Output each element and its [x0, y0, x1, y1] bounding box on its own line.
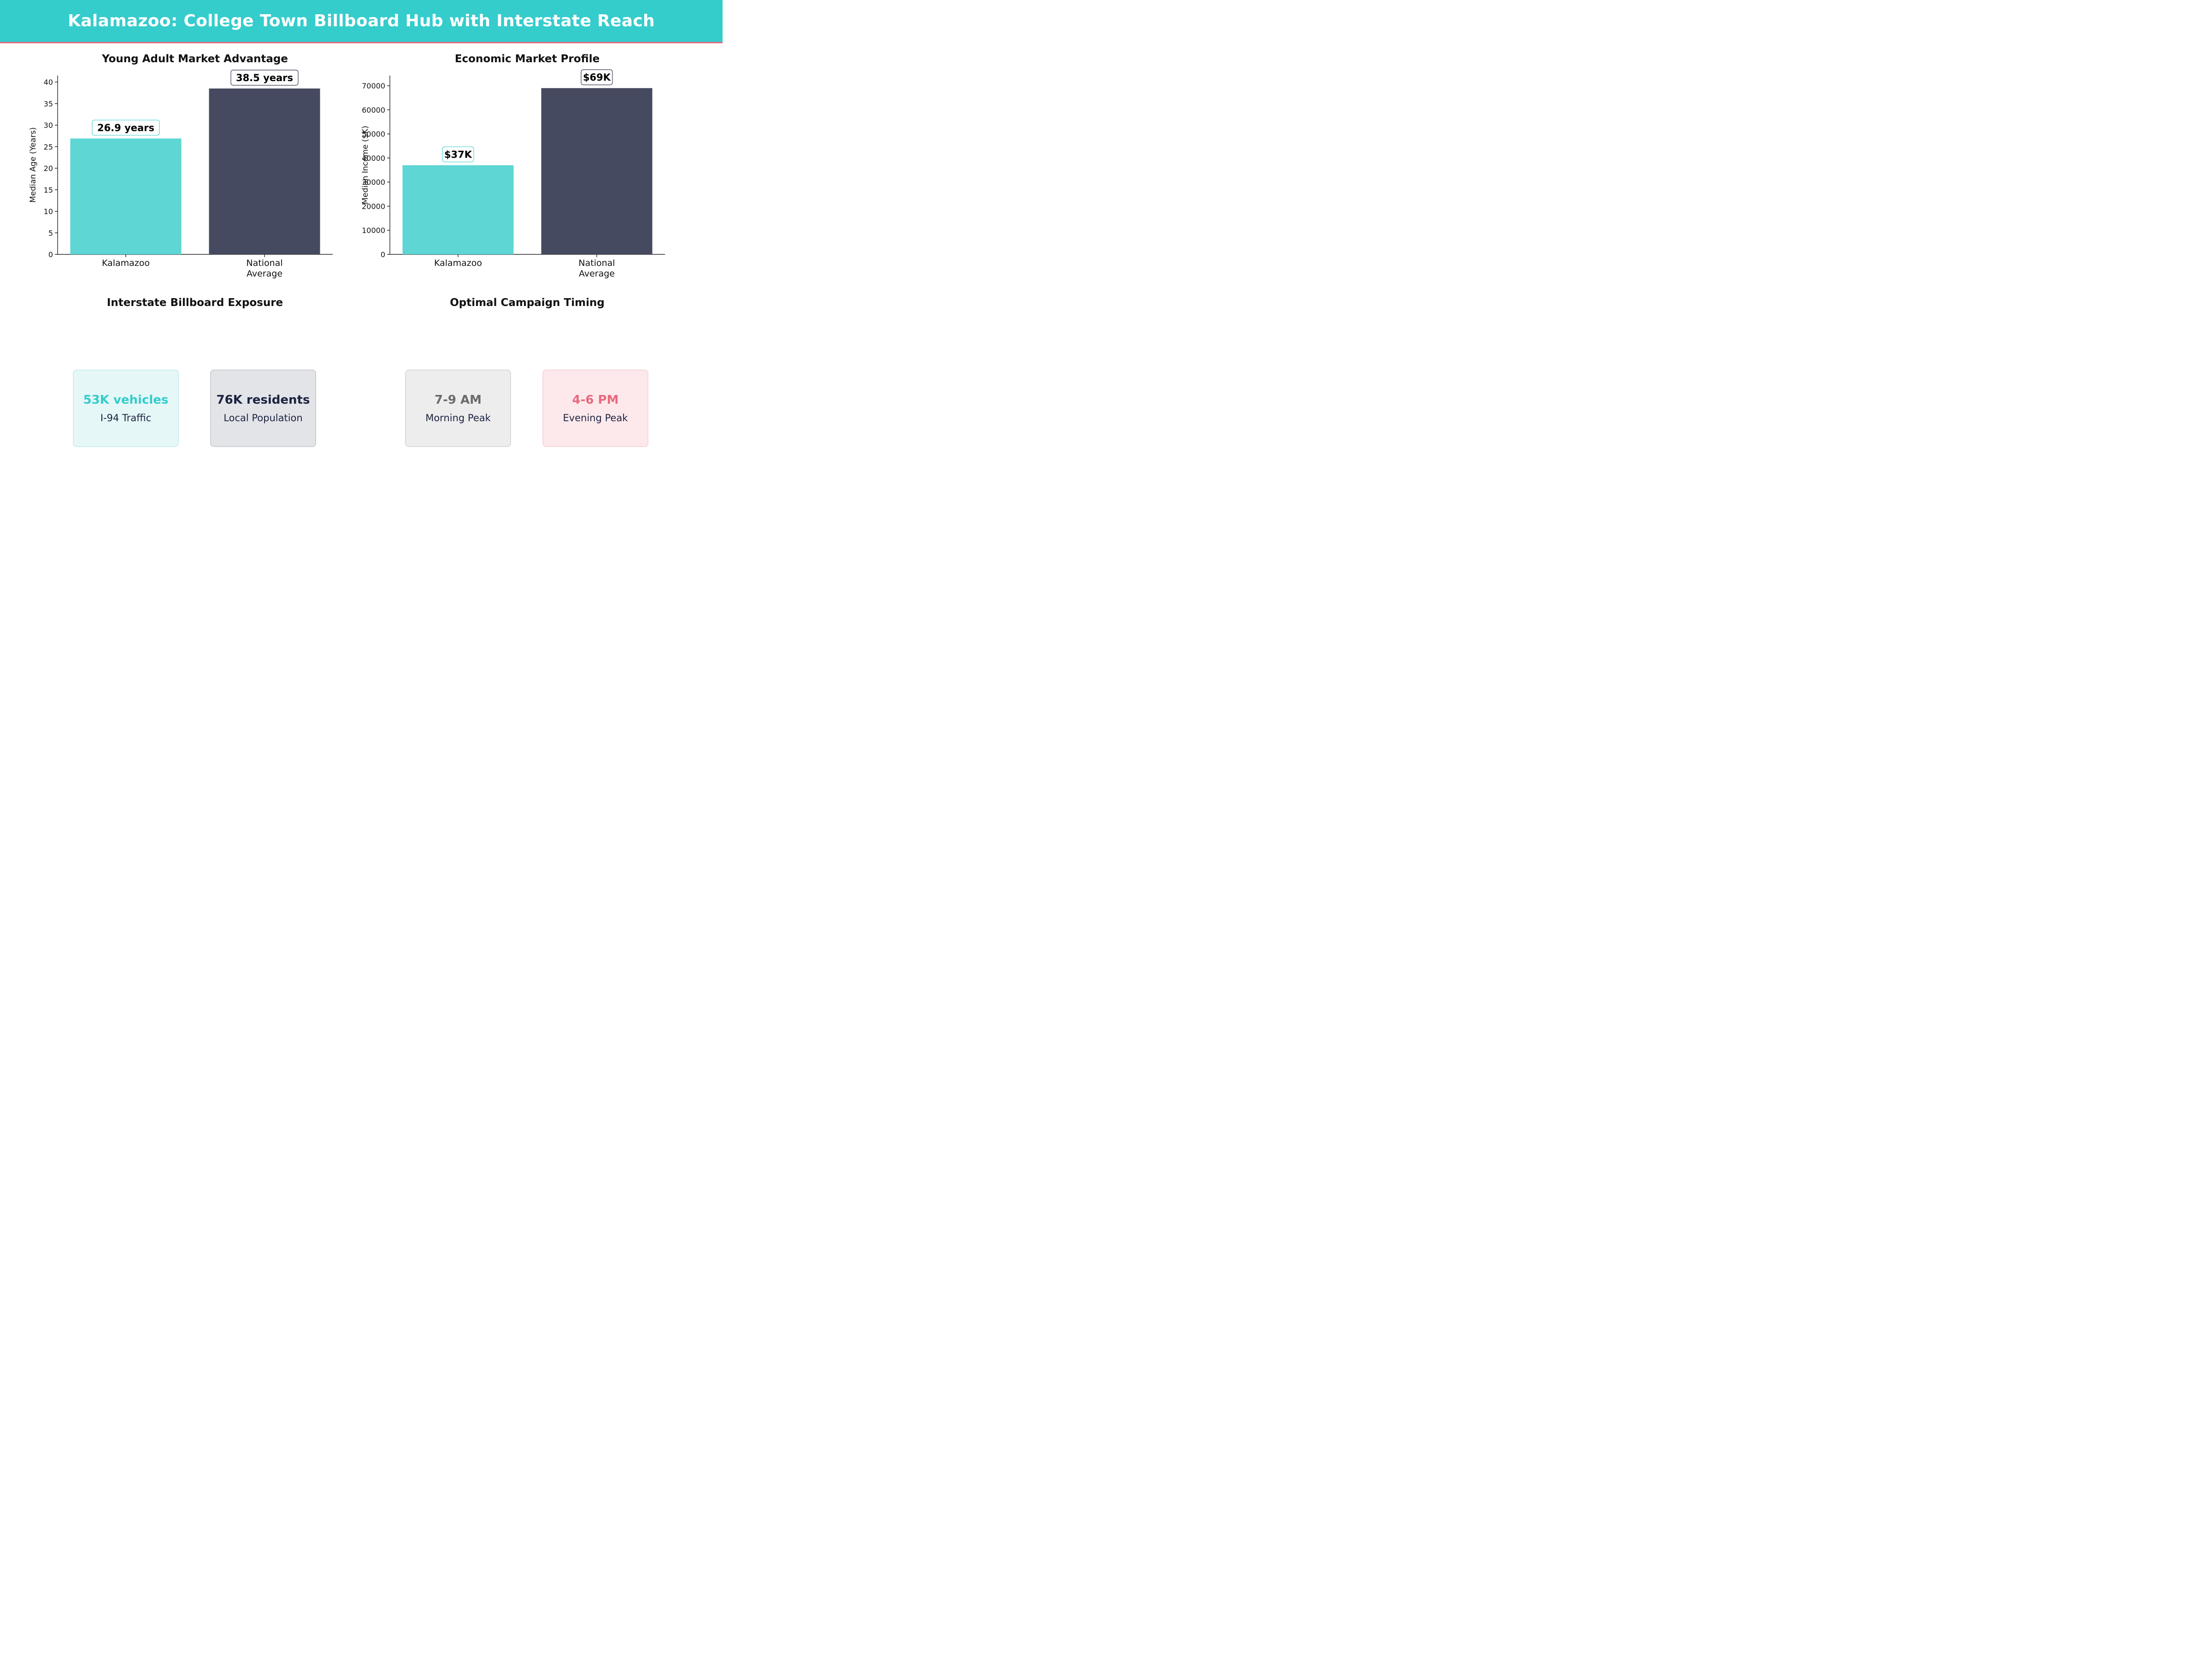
- timing-title: Optimal Campaign Timing: [450, 297, 605, 309]
- page-title: Kalamazoo: College Town Billboard Hub wi…: [68, 12, 655, 30]
- population-card: 76K residents Local Population: [210, 370, 316, 447]
- age-y-tick-label: 25: [44, 142, 53, 151]
- income-chart-title: Economic Market Profile: [454, 53, 600, 65]
- age-y-axis-label: Median Age (Years): [29, 127, 38, 203]
- income-bar-1: [541, 88, 653, 254]
- age-x-tick-label: Kalamazoo: [102, 258, 150, 268]
- income-y-tick-label: 70000: [362, 82, 385, 90]
- age-y-tick-label: 15: [44, 186, 53, 194]
- traffic-value: 53K vehicles: [83, 393, 169, 407]
- age-bar-1: [209, 88, 320, 254]
- morning-peak-value: 7-9 AM: [434, 393, 482, 407]
- exposure-title: Interstate Billboard Exposure: [106, 297, 283, 309]
- age-y-tick-label: 35: [44, 100, 53, 108]
- income-y-tick-label: 10000: [362, 226, 385, 235]
- income-x-tick-label: Kalamazoo: [434, 258, 482, 268]
- income-y-tick-label: 0: [381, 250, 385, 259]
- age-data-label-box-0: [92, 119, 160, 136]
- age-bar-chart: 0 5 10 15 20 25 30 35 40 Median Age (Years) Kalama…: [29, 70, 333, 279]
- age-chart-title: Young Adult Market Advantage: [102, 53, 288, 65]
- evening-peak-card: 4-6 PM Evening Peak: [542, 370, 648, 447]
- income-data-label-0: $37K: [444, 149, 472, 160]
- age-data-label-1: 38.5 years: [236, 72, 293, 83]
- age-x-tick-label: Average: [247, 269, 282, 279]
- age-y-tick-label: 20: [44, 164, 53, 173]
- age-y-tick-label: 40: [44, 78, 53, 87]
- age-y-tick-label: 10: [44, 207, 53, 216]
- income-x-tick-label: Average: [579, 269, 615, 279]
- header-banner: Kalamazoo: College Town Billboard Hub wi…: [0, 0, 723, 43]
- age-bar-0: [70, 138, 182, 254]
- age-y-tick-label: 5: [48, 229, 53, 237]
- evening-peak-value: 4-6 PM: [572, 393, 619, 407]
- traffic-label: I-94 Traffic: [100, 412, 152, 424]
- income-y-tick-label: 20000: [362, 202, 385, 211]
- income-bar-0: [402, 165, 514, 254]
- income-data-label-box-0: [442, 146, 474, 163]
- income-data-label-1: $69K: [583, 72, 611, 83]
- population-label: Local Population: [224, 412, 303, 424]
- age-data-label-0: 26.9 years: [97, 123, 154, 134]
- population-value: 76K residents: [216, 393, 310, 407]
- evening-peak-label: Evening Peak: [563, 412, 628, 424]
- age-y-tick-label: 30: [44, 121, 53, 130]
- income-y-axis-label: Median Income ($K): [361, 126, 370, 204]
- morning-peak-label: Morning Peak: [425, 412, 491, 424]
- age-data-label-box-1: [230, 70, 299, 86]
- income-y-tick-label: 60000: [362, 106, 385, 114]
- income-data-label-box-1: [581, 69, 613, 85]
- income-y-tick-label: 40000: [362, 154, 385, 163]
- traffic-card: 53K vehicles I-94 Traffic: [73, 370, 179, 447]
- income-y-tick-label: 50000: [362, 130, 385, 139]
- age-x-tick-label: National: [246, 258, 282, 268]
- income-bar-chart: 0 10000 20000 30000 40000 50000 60000 70000 Medi…: [361, 69, 665, 279]
- income-y-tick-label: 30000: [362, 178, 385, 187]
- morning-peak-card: 7-9 AM Morning Peak: [405, 370, 511, 447]
- income-x-tick-label: National: [578, 258, 615, 268]
- age-y-tick-label: 0: [48, 250, 53, 259]
